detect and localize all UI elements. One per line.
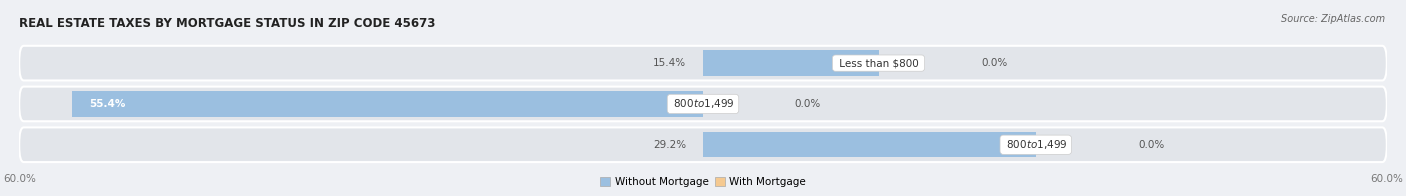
Text: 55.4%: 55.4%: [89, 99, 125, 109]
Text: $800 to $1,499: $800 to $1,499: [1002, 138, 1069, 151]
Bar: [703, 132, 1036, 157]
Text: 0.0%: 0.0%: [794, 99, 821, 109]
Text: 0.0%: 0.0%: [981, 58, 1007, 68]
Text: 0.0%: 0.0%: [1139, 140, 1164, 150]
FancyBboxPatch shape: [20, 46, 1386, 81]
Legend: Without Mortgage, With Mortgage: Without Mortgage, With Mortgage: [596, 173, 810, 191]
Text: Source: ZipAtlas.com: Source: ZipAtlas.com: [1281, 14, 1385, 24]
Text: 15.4%: 15.4%: [652, 58, 686, 68]
Text: $800 to $1,499: $800 to $1,499: [671, 97, 735, 110]
FancyBboxPatch shape: [20, 87, 1386, 121]
Bar: [72, 91, 703, 117]
FancyBboxPatch shape: [20, 127, 1386, 162]
Text: Less than $800: Less than $800: [835, 58, 921, 68]
Text: 29.2%: 29.2%: [652, 140, 686, 150]
Bar: [703, 51, 879, 76]
Text: REAL ESTATE TAXES BY MORTGAGE STATUS IN ZIP CODE 45673: REAL ESTATE TAXES BY MORTGAGE STATUS IN …: [20, 17, 436, 30]
